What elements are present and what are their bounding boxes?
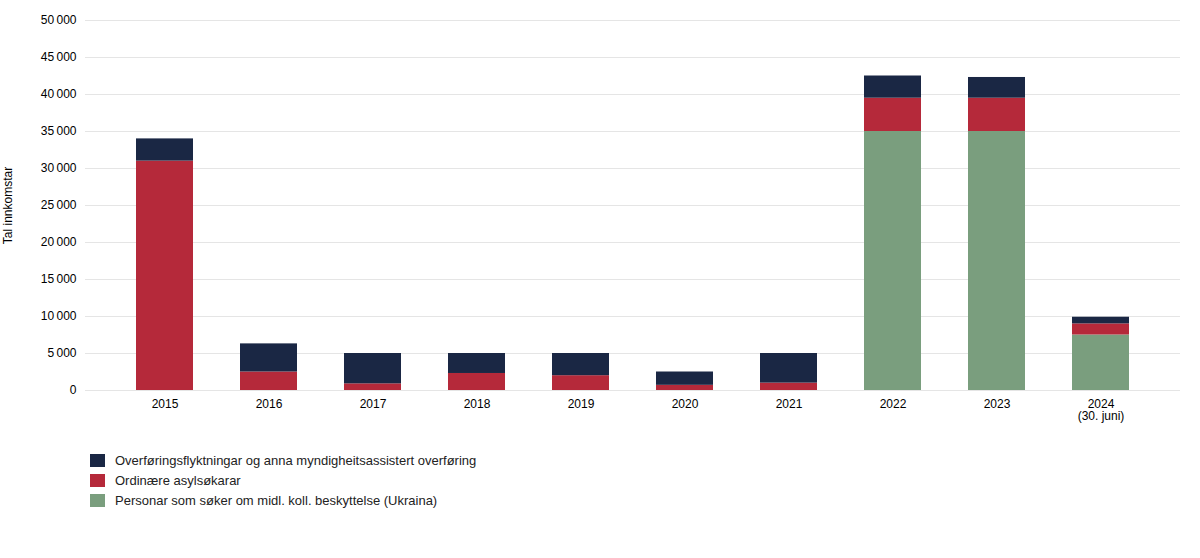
svg-text:40 000: 40 000 — [41, 87, 77, 101]
svg-text:2022: 2022 — [880, 397, 907, 411]
svg-text:5 000: 5 000 — [47, 346, 76, 360]
html-text:Overføringsflyktningar og anna: Overføringsflyktningar og anna myndighei… — [115, 453, 477, 468]
svg-text:2021: 2021 — [776, 397, 803, 411]
svg-text:Tal innkomstar: Tal innkomstar — [1, 167, 15, 244]
svg-text:10 000: 10 000 — [41, 309, 77, 323]
svg-text:30 000: 30 000 — [41, 161, 77, 175]
svg-text:2016: 2016 — [256, 397, 283, 411]
svg-text:50 000: 50 000 — [41, 13, 77, 27]
svg-text:2015: 2015 — [152, 397, 179, 411]
svg-text:20 000: 20 000 — [41, 235, 77, 249]
svg-text:2023: 2023 — [984, 397, 1011, 411]
svg-text:2020: 2020 — [672, 397, 699, 411]
svg-text:35 000: 35 000 — [41, 124, 77, 138]
svg-text:45 000: 45 000 — [41, 50, 77, 64]
svg-text:25 000: 25 000 — [41, 198, 77, 212]
svg-text:2019: 2019 — [568, 397, 595, 411]
html-text:Ordinære asylsøkarar: Ordinære asylsøkarar — [115, 473, 241, 488]
svg-text:15 000: 15 000 — [41, 272, 77, 286]
svg-text:0: 0 — [70, 383, 77, 397]
html-text:Personar som søker om midl. ko: Personar som søker om midl. koll. beskyt… — [115, 493, 438, 508]
svg-text:2017: 2017 — [360, 397, 387, 411]
svg-text:2024(30. juni): 2024(30. juni) — [1078, 397, 1125, 423]
svg-text:2018: 2018 — [464, 397, 491, 411]
